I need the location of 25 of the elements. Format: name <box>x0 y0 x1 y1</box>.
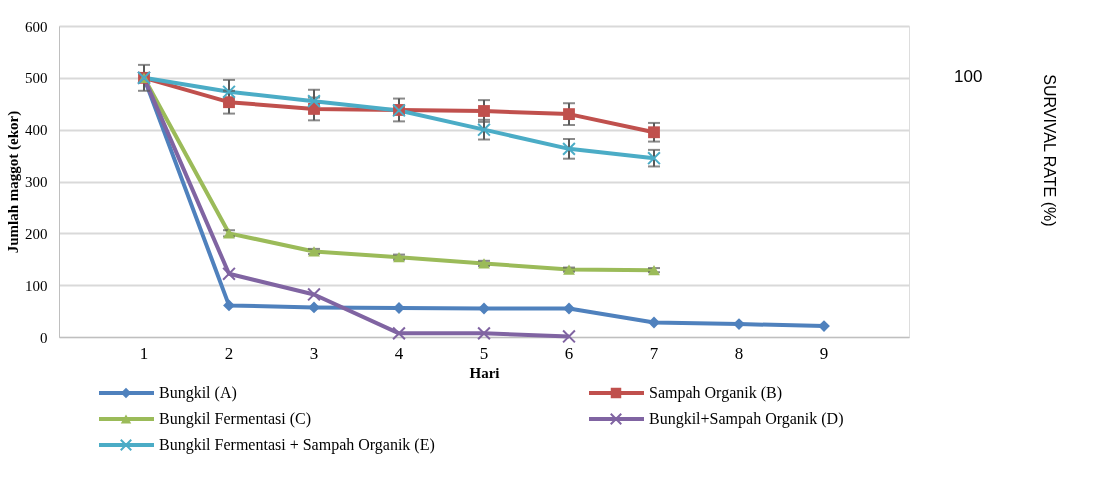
y-tick-label: 100 <box>25 277 48 294</box>
x-tick-label: 4 <box>394 343 404 363</box>
x-tick-label: 6 <box>564 343 574 363</box>
legend-label: Bungkil Fermentasi + Sampah Organik (E) <box>159 436 435 454</box>
y-tick-label: 500 <box>25 70 48 87</box>
y-axis-title: Jumlah maggot (ekor) <box>5 110 22 254</box>
legend-label: Bungkil Fermentasi (C) <box>159 410 311 428</box>
y-tick-label: 400 <box>25 122 48 139</box>
x-tick-label: 2 <box>224 343 234 363</box>
y-tick-label: 300 <box>25 174 48 190</box>
x-tick-label: 9 <box>819 343 829 363</box>
y-tick-label: 0 <box>40 329 48 346</box>
y-tick-label: 200 <box>25 225 48 242</box>
legend-label: Sampah Organik (B) <box>649 384 783 402</box>
x-tick-label: 3 <box>309 343 319 363</box>
x-tick-label: 1 <box>139 343 149 363</box>
legend-label: Bungkil (A) <box>159 384 237 402</box>
x-tick-label: 7 <box>649 343 659 363</box>
x-tick-label: 5 <box>479 343 489 363</box>
y-tick-label: 600 <box>25 18 48 35</box>
text: 100 <box>954 67 983 87</box>
text: SURVIVAL RATE (%) <box>1041 74 1058 227</box>
legend-label: Bungkil+Sampah Organik (D) <box>649 410 844 428</box>
x-axis-title: Hari <box>469 364 500 381</box>
x-tick-label: 8 <box>734 343 744 363</box>
